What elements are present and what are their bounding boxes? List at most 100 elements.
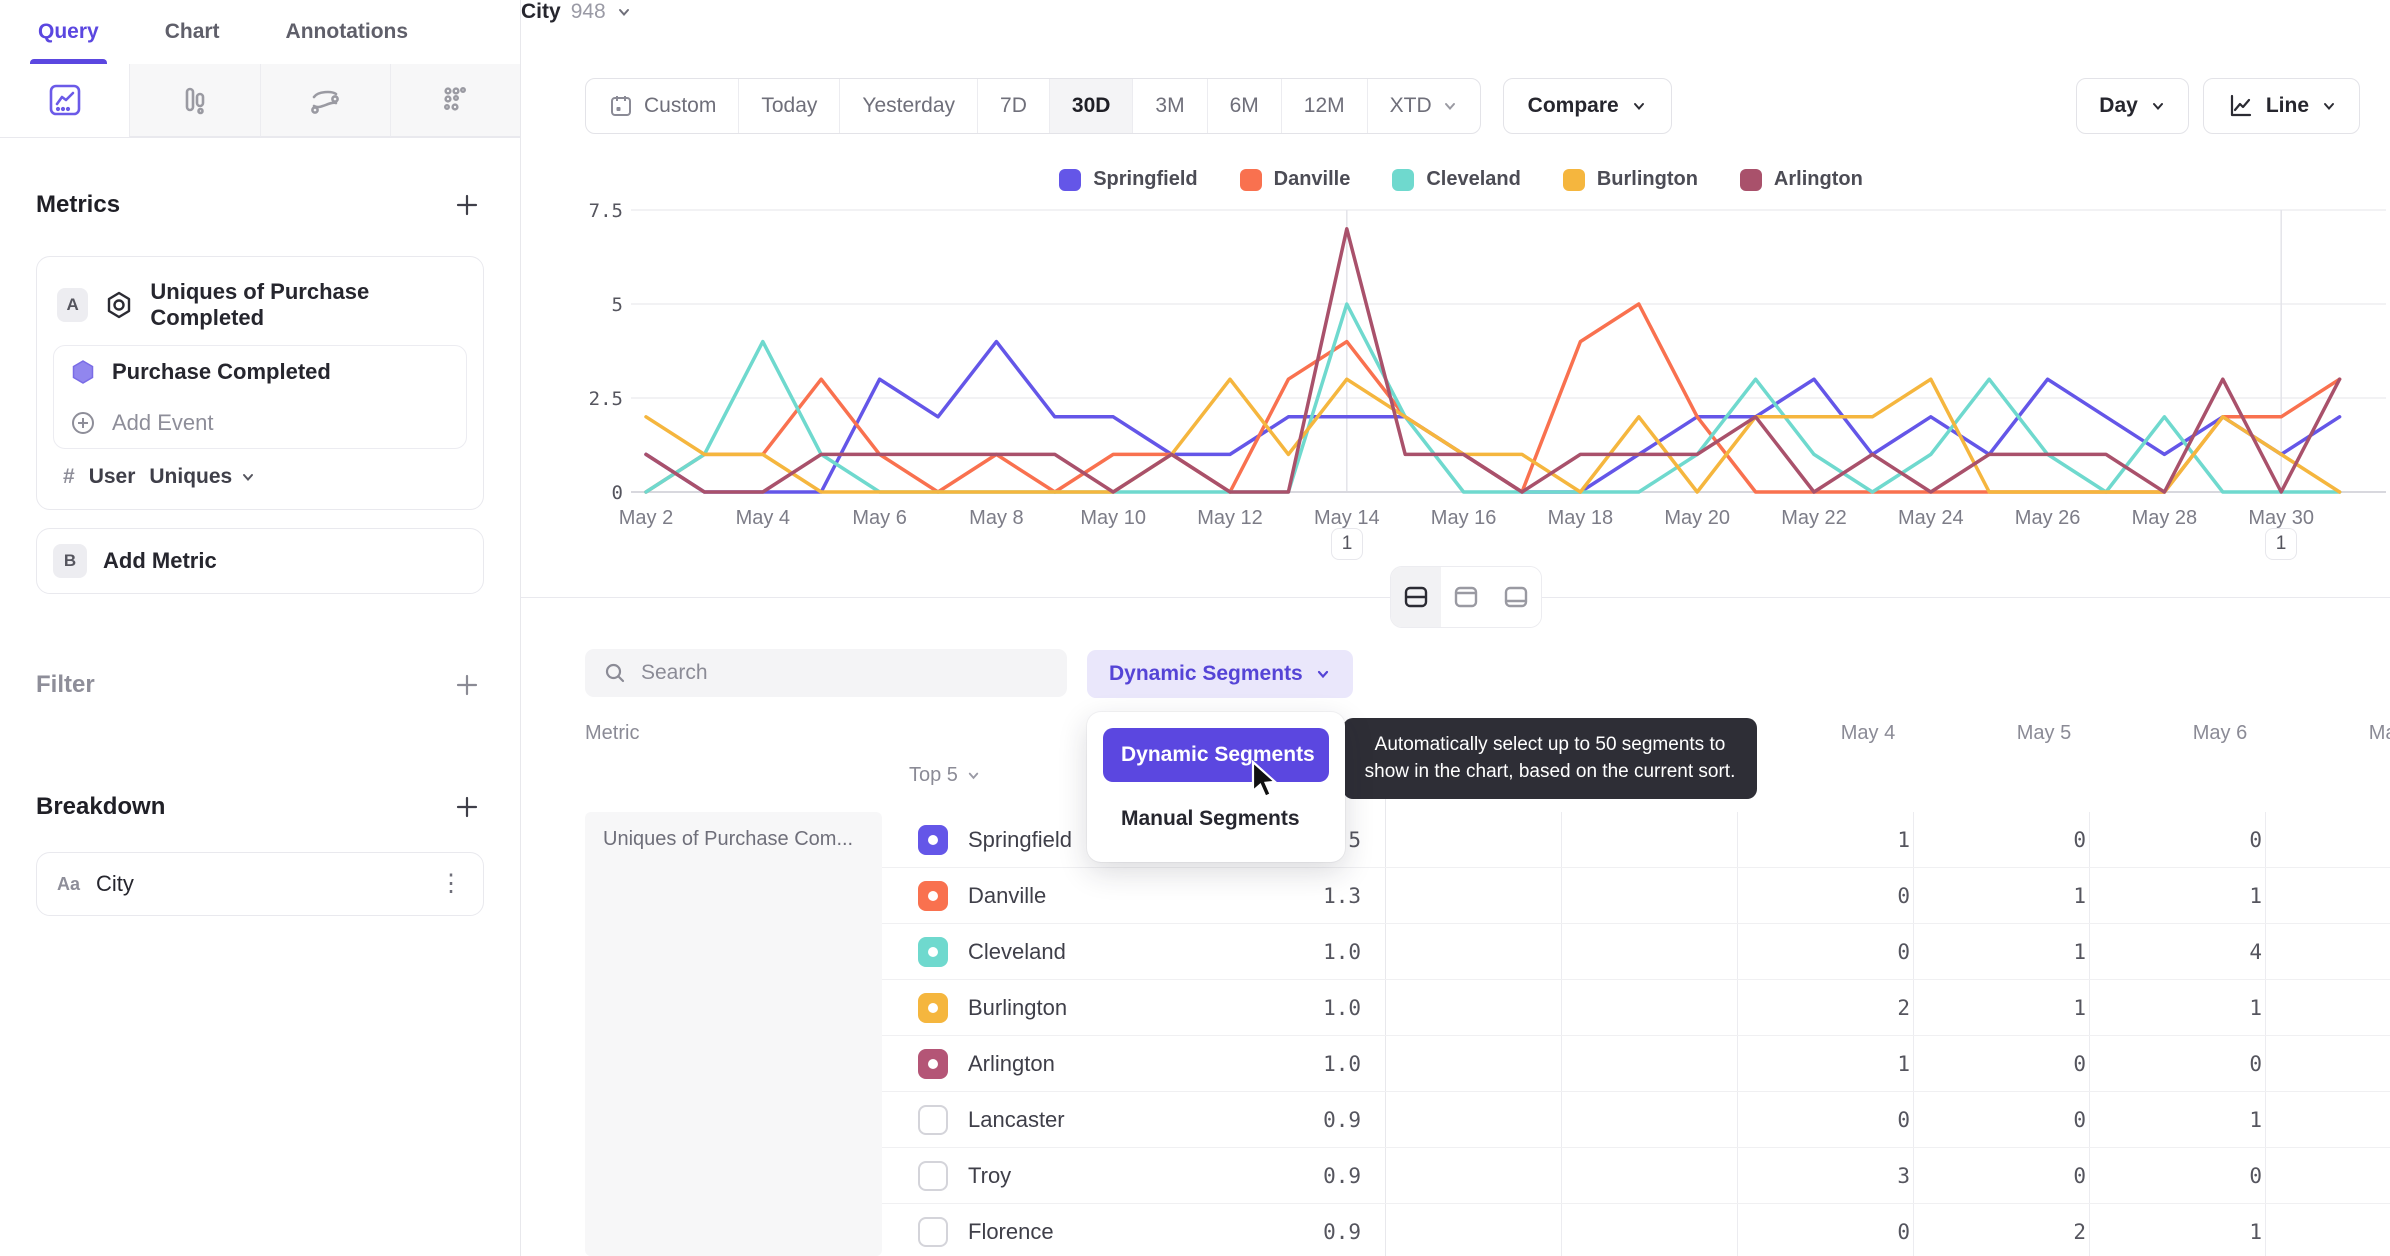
range-custom-button[interactable]: Custom: [586, 79, 738, 133]
segment-checkbox[interactable]: [918, 880, 948, 911]
layout-split-button[interactable]: [1391, 567, 1441, 627]
segment-checkbox[interactable]: [918, 992, 948, 1023]
legend-item[interactable]: Danville: [1239, 168, 1350, 191]
metric-card-b-add[interactable]: B Add Metric: [36, 528, 484, 594]
segment-name: Burlington: [968, 994, 1068, 1020]
svg-text:0: 0: [612, 482, 623, 504]
table-row-arlington[interactable]: Arlington 1.0 1 0 0 1 1: [882, 1036, 2390, 1092]
metric-group-cell: Uniques of Purchase Com...: [585, 812, 882, 1256]
column-header-may6[interactable]: May 6: [2192, 722, 2248, 744]
add-event-button[interactable]: Add Event: [54, 398, 466, 448]
table-row-danville[interactable]: Danville 1.3 0 1 1 3 1: [882, 868, 2390, 924]
chart-type-dropdown[interactable]: Line: [2202, 78, 2360, 134]
events-card: Purchase Completed Add Event: [53, 345, 467, 449]
range-7d-button[interactable]: 7D: [977, 79, 1049, 133]
legend-item[interactable]: Springfield: [1059, 168, 1198, 191]
add-filter-plus-button[interactable]: [450, 668, 484, 702]
table-row-florence[interactable]: Florence 0.9 0 2 1 0 0: [882, 1204, 2390, 1256]
segment-checkbox[interactable]: [918, 1216, 948, 1247]
segment-checkbox[interactable]: [918, 824, 948, 855]
metric-hexagon-icon: [104, 290, 134, 320]
top-n-selector[interactable]: Top 5: [909, 764, 981, 787]
layout-bottom-button[interactable]: [1491, 567, 1541, 627]
main-panel: Custom Today Yesterday 7D 30D 3M 6M 12M …: [521, 0, 2390, 1256]
segment-checkbox[interactable]: [918, 1104, 948, 1135]
table-row-cleveland[interactable]: Cleveland 1.0 0 1 4 1 0: [882, 924, 2390, 980]
legend-swatch: [1739, 168, 1762, 191]
chart-type-line-tab[interactable]: [0, 64, 130, 137]
avg-value: 0.9: [1323, 1219, 1361, 1244]
chart-legend: Springfield Danville Cleveland Burlingto…: [581, 168, 2341, 191]
breakdown-property-city[interactable]: Aa City ⋮: [36, 852, 484, 916]
table-row-springfield[interactable]: Springfield 1.5 1 0 0 0 3: [882, 812, 2390, 868]
segment-name: Arlington: [968, 1050, 1055, 1076]
avg-value: 0.9: [1323, 1107, 1361, 1132]
metric-a-title[interactable]: Uniques of Purchase Completed: [150, 279, 370, 330]
range-6m-button[interactable]: 6M: [1206, 79, 1281, 133]
tab-query[interactable]: Query: [30, 0, 107, 64]
table-row-lancaster[interactable]: Lancaster 0.9 0 0 1 1 2: [882, 1092, 2390, 1148]
granularity-dropdown[interactable]: Day: [2076, 78, 2189, 134]
chevron-down-icon: [240, 469, 256, 485]
legend-item[interactable]: Arlington: [1739, 168, 1863, 191]
range-yesterday-button[interactable]: Yesterday: [839, 79, 977, 133]
chart-type-scatter-tab[interactable]: [389, 64, 520, 137]
chart-type-flow-tab[interactable]: [259, 64, 390, 137]
segments-mode-button[interactable]: Dynamic Segments: [1087, 650, 1353, 698]
menu-item-manual-segments[interactable]: Manual Segments: [1121, 807, 1300, 830]
svg-text:May 8: May 8: [969, 507, 1023, 529]
metrics-heading: Metrics: [36, 191, 121, 218]
legend-item[interactable]: Cleveland: [1392, 168, 1521, 191]
cell-value: 1: [2073, 939, 2086, 964]
chart-type-bar-tab[interactable]: [129, 64, 260, 137]
event-hexagon-icon: [70, 359, 96, 385]
legend-item[interactable]: Burlington: [1562, 168, 1698, 191]
chart-type-strip: [0, 64, 520, 138]
plus-icon: [454, 794, 480, 820]
measure-entity[interactable]: User: [88, 465, 136, 488]
legend-label: Arlington: [1773, 168, 1863, 190]
tab-annotations[interactable]: Annotations: [285, 20, 409, 43]
measure-aggregation[interactable]: Uniques: [149, 465, 256, 489]
column-header-may4[interactable]: May 4: [1840, 722, 1896, 744]
kebab-menu-icon[interactable]: ⋮: [439, 870, 463, 897]
segment-checkbox[interactable]: [918, 936, 948, 967]
calendar-icon: [608, 93, 634, 119]
column-header-may7[interactable]: May 7: [2368, 722, 2390, 744]
table-row-troy[interactable]: Troy 0.9 3 0 0 0 1: [882, 1148, 2390, 1204]
segments-mode-label: Dynamic Segments: [1109, 662, 1303, 685]
segment-name: Florence: [968, 1218, 1054, 1244]
column-header-may5[interactable]: May 5: [2016, 722, 2072, 744]
annotation-badge-may30[interactable]: 1: [2265, 528, 2297, 560]
line-chart[interactable]: 0 2.5 5 7.5 May 2 May 4 May 6 May 8 May 10 May 12…: [581, 188, 2390, 533]
segment-checkbox[interactable]: [918, 1160, 948, 1191]
svg-text:May 20: May 20: [1664, 507, 1730, 529]
range-30d-button[interactable]: 30D: [1048, 79, 1133, 133]
segment-checkbox[interactable]: [918, 1048, 948, 1079]
table-row-burlington[interactable]: Burlington 1.0 2 1 1 0 0: [882, 980, 2390, 1036]
add-metric-plus-button[interactable]: [450, 188, 484, 222]
chevron-down-icon: [1442, 98, 1458, 114]
search-input[interactable]: [641, 661, 1049, 685]
range-today-button[interactable]: Today: [738, 79, 839, 133]
compare-button[interactable]: Compare: [1502, 78, 1672, 134]
annotation-badge-may14[interactable]: 1: [1331, 528, 1363, 560]
group-name: City: [521, 0, 561, 23]
legend-swatch: [1239, 168, 1262, 191]
menu-item-dynamic-segments[interactable]: Dynamic Segments: [1103, 728, 1329, 782]
add-breakdown-plus-button[interactable]: [450, 790, 484, 824]
svg-text:May 2: May 2: [619, 507, 673, 529]
svg-text:May 16: May 16: [1431, 507, 1497, 529]
legend-label: Springfield: [1093, 168, 1198, 190]
sidebar-body: Metrics A Uniques of Purchase Completed: [0, 138, 520, 916]
column-header-city[interactable]: City 948: [521, 0, 2390, 24]
event-item[interactable]: Purchase Completed: [54, 346, 466, 398]
layout-top-button[interactable]: [1441, 567, 1491, 627]
cell-value: 0: [2274, 828, 2390, 852]
breakdown-property-name: City: [96, 871, 134, 896]
range-3m-button[interactable]: 3M: [1132, 79, 1206, 133]
tab-chart[interactable]: Chart: [164, 20, 220, 43]
range-xtd-button[interactable]: XTD: [1366, 79, 1480, 133]
cell-value: 0: [2073, 1163, 2086, 1188]
range-12m-button[interactable]: 12M: [1280, 79, 1367, 133]
